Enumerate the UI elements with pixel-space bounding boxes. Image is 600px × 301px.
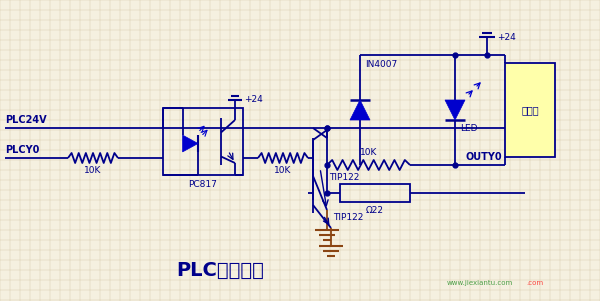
Text: 10K: 10K [85,166,101,175]
Text: .com: .com [526,280,544,286]
Polygon shape [350,100,370,120]
Text: +24: +24 [497,33,516,42]
Bar [163,108,243,175]
Polygon shape [445,100,465,120]
Text: PLC驱动电路: PLC驱动电路 [176,260,264,280]
Bar [340,184,410,202]
Polygon shape [182,135,198,152]
Text: PLCY0: PLCY0 [5,145,40,155]
Text: IN4007: IN4007 [365,60,397,69]
Bar [505,63,555,157]
Text: PC817: PC817 [188,180,217,189]
Text: www.jiexiantu.com: www.jiexiantu.com [447,280,513,286]
Text: LED: LED [460,124,478,133]
Text: 电磁阀: 电磁阀 [521,105,539,115]
Text: TIP122: TIP122 [333,213,364,222]
Text: TIP122: TIP122 [329,173,359,182]
Text: +24: +24 [244,95,263,104]
Text: 10K: 10K [274,166,292,175]
Text: OUTY0: OUTY0 [466,152,502,162]
Text: Ω22: Ω22 [366,206,384,215]
Text: PLC24V: PLC24V [5,115,47,125]
Text: 10K: 10K [360,148,377,157]
